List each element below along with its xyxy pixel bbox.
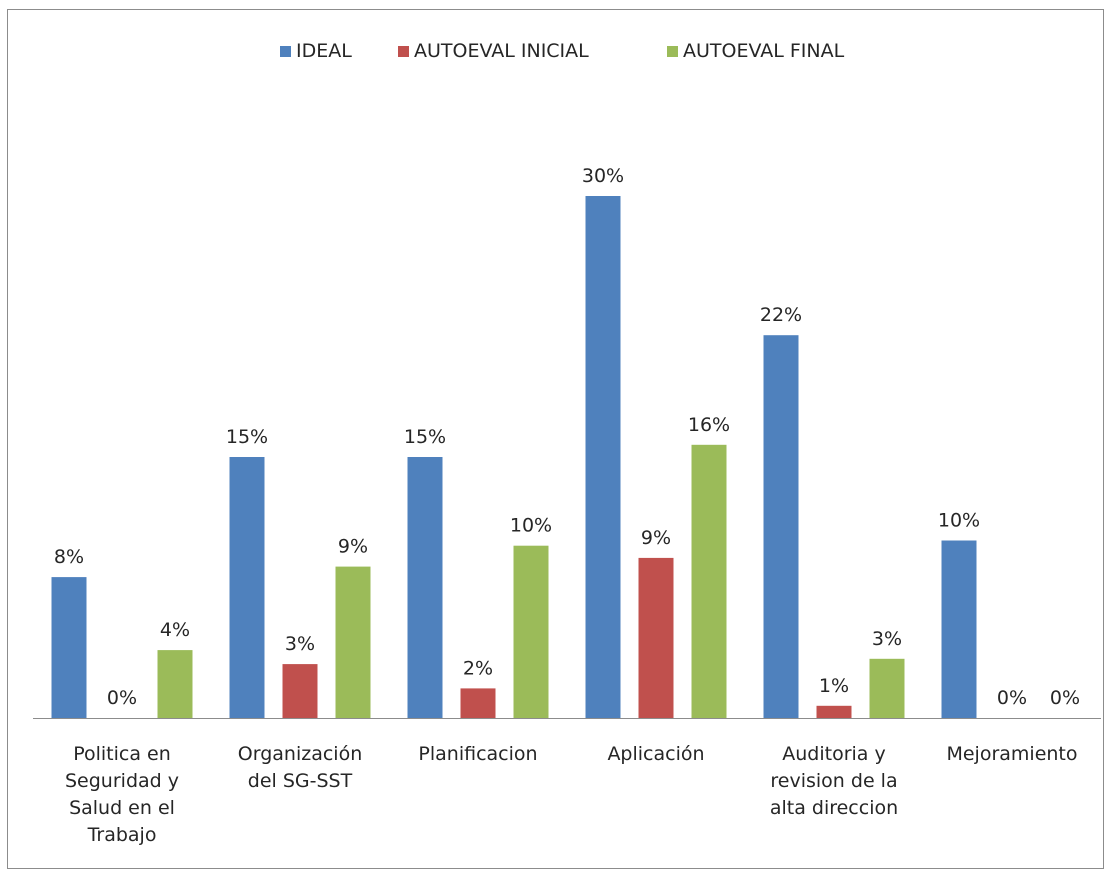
category-label-0-line-3: Trabajo	[87, 824, 157, 846]
data-label-0-3: 30%	[582, 165, 624, 187]
data-label-0-0: 8%	[54, 546, 84, 568]
bar-2-4	[869, 658, 905, 718]
legend-swatch-2	[667, 46, 678, 57]
category-label-4-line-0: Auditoria y	[782, 743, 885, 765]
chart-svg: IDEAL AUTOEVAL INICIAL AUTOEVAL FINAL 8% 0%…	[33, 40, 1101, 846]
data-label-0-5: 10%	[938, 510, 980, 532]
data-label-0-1: 15%	[226, 426, 268, 448]
bar-2-2	[513, 545, 549, 718]
category-label-1-line-0: Organización	[238, 743, 362, 765]
category-label-0-line-0: Politica en	[73, 743, 171, 765]
data-label-1-3: 9%	[641, 527, 671, 549]
bar-1-4	[816, 705, 852, 718]
category-label-3-line-0: Aplicación	[607, 743, 704, 765]
data-label-1-1: 3%	[285, 633, 315, 655]
legend: IDEAL AUTOEVAL INICIAL AUTOEVAL FINAL	[280, 40, 845, 62]
category-label-4-line-1: revision de la	[770, 770, 897, 792]
legend-swatch-1	[398, 46, 409, 57]
bar-2-3	[691, 444, 727, 718]
data-label-2-5: 0%	[1050, 687, 1080, 709]
bar-1-2	[460, 688, 496, 718]
data-label-1-4: 1%	[819, 675, 849, 697]
bar-1-1	[282, 664, 318, 718]
bar-1-3	[638, 557, 674, 718]
data-label-2-1: 9%	[338, 536, 368, 558]
data-label-2-4: 3%	[872, 628, 902, 650]
bar-2-0	[157, 650, 193, 718]
data-label-2-0: 4%	[160, 619, 190, 641]
bar-0-2	[407, 457, 443, 718]
category-label-0-line-2: Salud en el	[69, 797, 175, 819]
bars	[51, 196, 977, 718]
data-label-2-2: 10%	[510, 515, 552, 537]
data-label-1-2: 2%	[463, 657, 493, 679]
category-label-5-line-0: Mejoramiento	[946, 743, 1077, 765]
bar-2-1	[335, 566, 371, 718]
data-label-0-4: 22%	[760, 304, 802, 326]
bar-0-1	[229, 457, 265, 718]
category-label-2-line-0: Planificacion	[418, 743, 537, 765]
legend-label-1: AUTOEVAL INICIAL	[414, 40, 589, 62]
category-labels: Politica en Seguridad y Salud en el Trabajo…	[65, 743, 1078, 846]
chart-frame: IDEAL AUTOEVAL INICIAL AUTOEVAL FINAL 8% 0%…	[7, 9, 1104, 869]
bar-0-5	[941, 540, 977, 718]
bar-0-3	[585, 196, 621, 718]
category-label-4-line-2: alta direccion	[770, 797, 898, 819]
legend-swatch-0	[280, 46, 291, 57]
category-label-0-line-1: Seguridad y	[65, 770, 179, 792]
data-label-1-5: 0%	[997, 687, 1027, 709]
bar-0-4	[763, 335, 799, 718]
data-label-0-2: 15%	[404, 426, 446, 448]
data-label-1-0: 0%	[107, 687, 137, 709]
legend-label-2: AUTOEVAL FINAL	[683, 40, 845, 62]
category-label-1-line-1: del SG-SST	[248, 770, 353, 792]
data-label-2-3: 16%	[688, 414, 730, 436]
data-labels: 8% 0% 4% 15% 3% 9% 15% 2% 10% 30% 9% 16% 22% 1% 3% 10% 0…	[54, 165, 1080, 709]
legend-label-0: IDEAL	[296, 40, 352, 62]
bar-0-0	[51, 577, 87, 718]
